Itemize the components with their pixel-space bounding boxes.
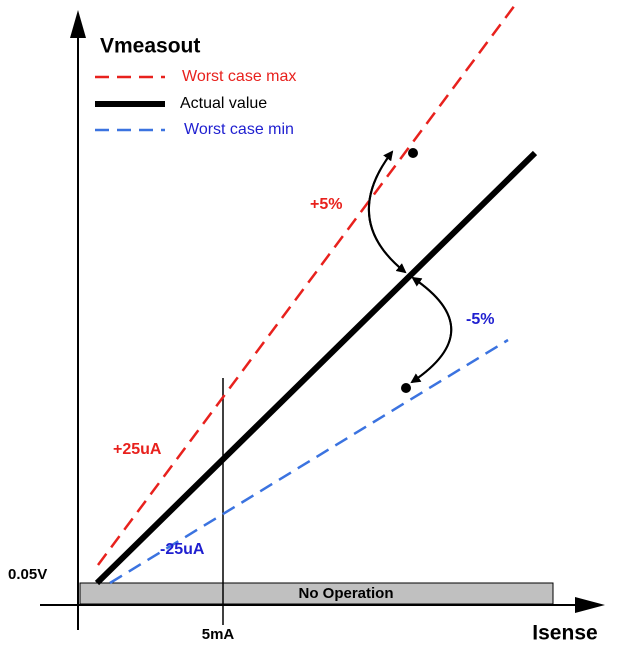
point (401, 383, 411, 393)
annotation: -5% (466, 311, 494, 328)
legend-label: Actual value (180, 95, 267, 112)
x-axis-label: Isense (532, 622, 597, 645)
legend-label: Worst case max (182, 68, 296, 85)
x-arrow (575, 597, 605, 613)
arc-arrow (410, 277, 453, 384)
title: Vmeasout (100, 35, 200, 58)
annotation: -25uA (160, 541, 205, 558)
legend-label: Worst case min (184, 121, 294, 138)
no-operation-band (79, 582, 554, 605)
y-arrow (70, 10, 86, 38)
worst-min-line (109, 338, 509, 585)
point (408, 148, 418, 158)
annotation: +25uA (113, 441, 162, 458)
worst-max-line (96, 4, 517, 566)
arc-arrow (367, 151, 407, 274)
annotation: +5% (310, 196, 342, 213)
annotation: 0.05V (8, 566, 47, 583)
band-label: No Operation (298, 585, 393, 602)
annotation: 5mA (202, 626, 235, 643)
actual-line (94, 150, 538, 586)
